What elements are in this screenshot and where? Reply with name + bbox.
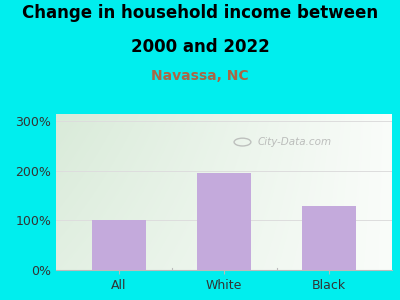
Text: Navassa, NC: Navassa, NC bbox=[151, 69, 249, 83]
Text: City-Data.com: City-Data.com bbox=[258, 137, 332, 147]
Text: Change in household income between: Change in household income between bbox=[22, 4, 378, 22]
Bar bbox=[197, 173, 251, 270]
Text: 2000 and 2022: 2000 and 2022 bbox=[131, 38, 269, 56]
Bar bbox=[302, 206, 356, 270]
Bar bbox=[92, 220, 146, 270]
